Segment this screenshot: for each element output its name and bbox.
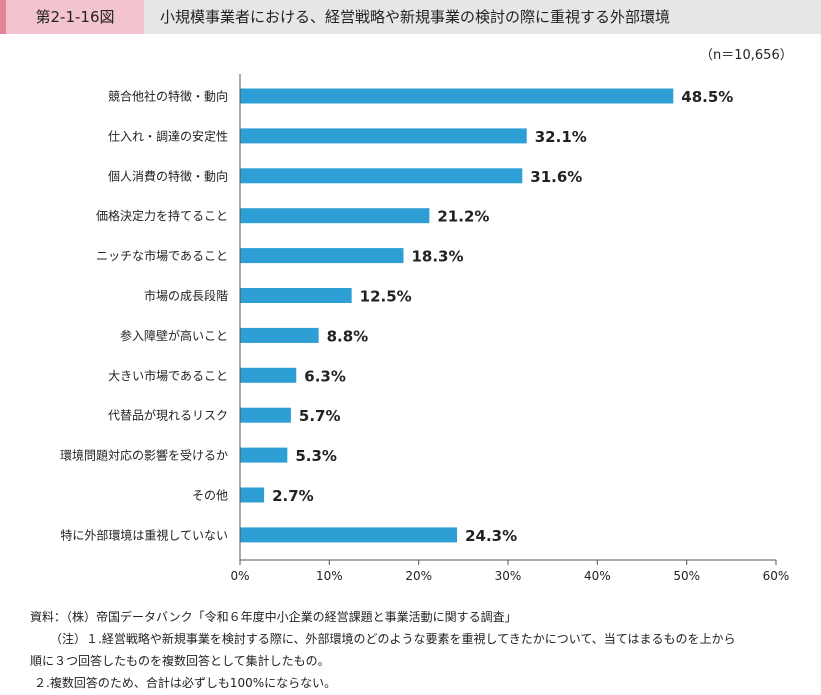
bar xyxy=(240,447,288,463)
bar xyxy=(240,88,674,104)
category-label: 特に外部環境は重視していない xyxy=(60,527,228,542)
bar xyxy=(240,168,523,184)
x-tick-label: 10% xyxy=(316,569,343,583)
category-label: ニッチな市場であること xyxy=(96,248,228,263)
bar xyxy=(240,288,352,303)
value-label: 5.3% xyxy=(295,447,337,465)
category-label: 競合他社の特徴・動向 xyxy=(108,89,228,104)
bar xyxy=(240,327,319,343)
x-tick-label: 40% xyxy=(584,569,611,583)
category-label: 個人消費の特徴・動向 xyxy=(108,168,228,183)
bar xyxy=(240,367,297,383)
bar xyxy=(240,527,458,543)
bar xyxy=(240,407,291,423)
value-label: 2.7% xyxy=(272,487,314,505)
x-tick-label: 20% xyxy=(405,569,432,583)
x-tick-label: 50% xyxy=(673,569,700,583)
value-label: 18.3% xyxy=(411,248,463,266)
note-2: ２.複数回答のため、合計は必ずしも100%にならない。 xyxy=(34,676,337,690)
figure-label: 第2-1-16図 xyxy=(6,0,144,34)
x-tick-label: 30% xyxy=(495,569,522,583)
x-tick-label: 0% xyxy=(230,569,249,583)
notes: 資料：（株）帝国データバンク「令和６年度中小企業の経営課題と事業活動に関する調査… xyxy=(30,606,736,694)
value-label: 31.6% xyxy=(530,168,582,186)
x-tick-label: 60% xyxy=(763,569,790,583)
header-accent xyxy=(0,0,6,34)
figure-header: 第2-1-16図 小規模事業者における、経営戦略や新規事業の検討の際に重視する外… xyxy=(0,0,821,34)
note-1-cont: 順に３つ回答したものを複数回答として集計したもの。 xyxy=(30,654,330,668)
bar xyxy=(240,248,404,264)
sample-size-note: （n＝10,656） xyxy=(700,48,793,63)
value-label: 6.3% xyxy=(304,367,346,385)
note-1: （注）１.経営戦略や新規事業を検討する際に、外部環境のどのような要素を重視してき… xyxy=(50,632,736,646)
category-label: 環境問題対応の影響を受けるか xyxy=(60,448,228,463)
category-label: 市場の成長段階 xyxy=(144,288,228,303)
bar xyxy=(240,487,265,503)
bar-chart: 競合他社の特徴・動向 48.5% 仕入れ・調達の安定性 32.1% 個人消費の特徴・動向… xyxy=(60,74,790,583)
category-label: 代替品が現れるリスク xyxy=(108,408,228,423)
figure-title: 小規模事業者における、経営戦略や新規事業の検討の際に重視する外部環境 xyxy=(160,8,671,26)
value-label: 32.1% xyxy=(535,128,587,146)
source-note: 資料：（株）帝国データバンク「令和６年度中小企業の経営課題と事業活動に関する調査… xyxy=(30,610,517,624)
value-label: 48.5% xyxy=(681,88,733,106)
value-label: 8.8% xyxy=(327,327,369,345)
category-label: その他 xyxy=(192,489,228,503)
value-label: 24.3% xyxy=(465,527,517,545)
category-label: 大きい市場であること xyxy=(108,368,228,383)
category-label: 価格決定力を持てること xyxy=(96,208,228,223)
category-label: 参入障壁が高いこと xyxy=(120,328,228,343)
value-label: 21.2% xyxy=(437,208,489,226)
category-label: 仕入れ・調達の安定性 xyxy=(108,128,228,143)
bar xyxy=(240,128,527,144)
bar xyxy=(240,208,430,224)
value-label: 5.7% xyxy=(299,407,341,425)
value-label: 12.5% xyxy=(360,288,412,306)
